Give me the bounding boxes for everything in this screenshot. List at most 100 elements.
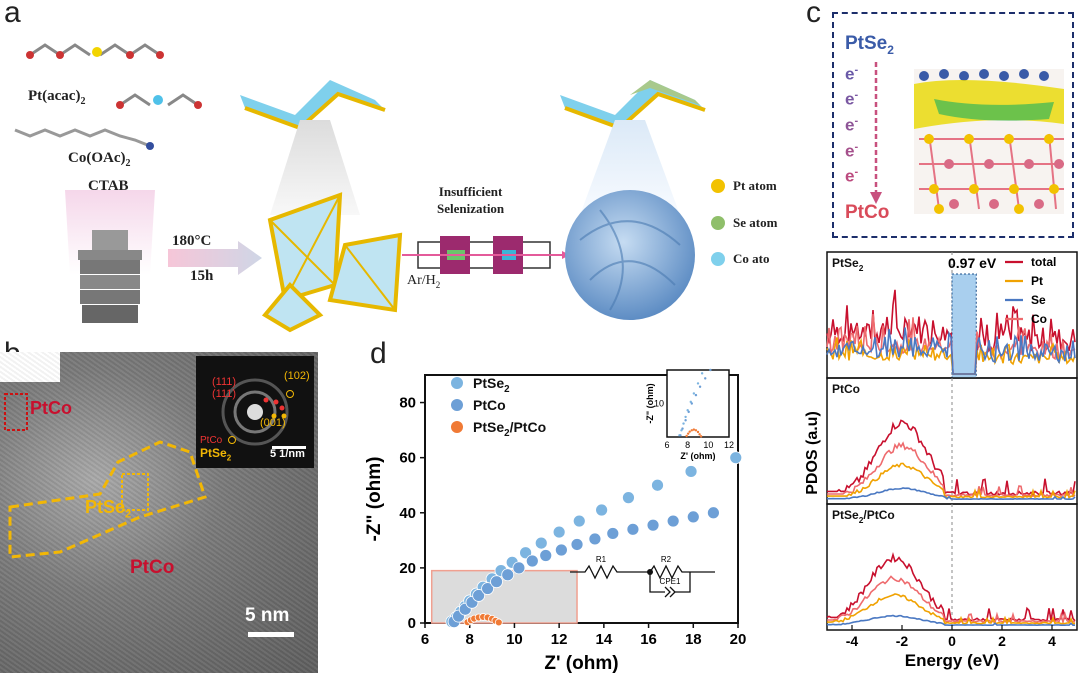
pdos-curve	[826, 327, 1076, 375]
pdos-curve	[826, 614, 1075, 627]
ptco-charge-label: PtCo	[845, 202, 890, 223]
pt-acac-label: Pt(acac)2	[28, 88, 86, 107]
x-axis-label: Z' (ohm)	[544, 653, 618, 674]
inset-data-point	[690, 402, 693, 405]
inset-y-label: -Z" (ohm)	[645, 383, 655, 423]
data-point	[684, 465, 698, 478]
x-tick-label: 4	[1048, 633, 1056, 649]
data-point	[494, 618, 503, 627]
inset-x-tick-label: 10	[703, 440, 713, 450]
inset-data-point	[681, 427, 684, 430]
inset-plane-102: (102)	[284, 370, 310, 382]
pdos-chart: 0.97 eV PtSe2 PtCo PtSe2/PtCo total Pt Se Co -4 -…	[804, 251, 1078, 670]
inset-data-point	[699, 435, 703, 438]
x-tick-label: 12	[551, 631, 568, 648]
ctab-molecule-icon	[14, 128, 154, 150]
legend-se-atom: Se atom	[733, 215, 778, 230]
data-point	[626, 522, 640, 536]
pdos-curve	[827, 487, 1076, 501]
pdos-curve	[827, 419, 1076, 497]
charge-transfer-box	[832, 12, 1074, 238]
inset-data-point	[684, 419, 687, 422]
inset-data-point	[682, 422, 685, 425]
data-point	[512, 561, 526, 575]
ctab-label: CTAB	[88, 178, 129, 194]
x-tick-label: -4	[846, 633, 859, 649]
ptse2-label: PtSe2	[85, 497, 132, 521]
inset-data-point	[692, 392, 696, 395]
legend-pt-atom: Pt atom	[733, 178, 777, 193]
se-atom-icon	[711, 216, 725, 230]
band-gap-label: 0.97 eV	[948, 255, 997, 271]
inset-data-point	[696, 382, 700, 385]
temperature-label: 180°C	[172, 233, 212, 249]
inset-data-point	[685, 434, 688, 438]
data-point	[472, 589, 486, 602]
inset-data-point	[688, 430, 691, 433]
inset-data-point	[684, 415, 687, 419]
inset-plane-001: (001)	[260, 417, 286, 429]
selenized-nanosheet-icon	[560, 80, 706, 131]
pdos-curve	[827, 462, 1076, 500]
electron-label: e-	[845, 141, 859, 161]
inset-data-point	[687, 410, 690, 414]
x-tick-label: 6	[421, 631, 429, 648]
legend-label: Pt	[1031, 274, 1043, 288]
y-tick-label: 0	[408, 615, 416, 632]
legend-label: Co	[1031, 312, 1047, 326]
pdos-curve	[826, 552, 1076, 622]
x-tick-label: 16	[640, 631, 657, 648]
y-tick-label: 80	[399, 395, 416, 412]
legend-label: PtSe2	[473, 375, 510, 395]
panel-a-schematic	[14, 43, 725, 333]
inset-scale-label: 5 1/nm	[270, 448, 305, 460]
pt-acac-molecule-icon	[26, 43, 164, 59]
pdos-curve	[827, 575, 1076, 626]
data-point	[570, 538, 584, 551]
ptse2-region-outline	[8, 440, 207, 559]
legend-marker	[451, 399, 463, 411]
data-point	[729, 451, 743, 465]
reaction-arrow-icon	[168, 241, 262, 275]
octahedron-icon	[261, 282, 324, 333]
inset-data-point	[694, 429, 698, 432]
inset-data-point	[698, 385, 702, 388]
x-tick-label: -2	[896, 633, 909, 649]
pdos-curve	[826, 289, 1076, 375]
data-point	[666, 514, 680, 528]
electron-label: e-	[845, 89, 859, 109]
data-point	[686, 510, 700, 524]
nyquist-chart: 6 8 10 12 14 16 18 20 0 20 40 60 80 Z' (ohm) -Z" (ohm)…	[364, 368, 746, 674]
ptse2-region-box	[121, 473, 149, 511]
inset-x-tick-label: 8	[685, 440, 690, 450]
y-tick-label: 20	[399, 560, 416, 577]
y-axis-label: -Z" (ohm)	[364, 457, 385, 542]
data-point	[501, 568, 515, 582]
data-point	[539, 549, 553, 562]
data-point	[525, 554, 539, 568]
data-point	[651, 478, 664, 492]
x-tick-label: 14	[596, 631, 613, 648]
ptco-region-box	[4, 393, 28, 431]
data-point	[552, 525, 566, 539]
legend-co-atom: Co ato	[733, 251, 770, 266]
circuit-cpe-label: CPE1	[660, 577, 681, 586]
inset-data-point	[686, 432, 690, 435]
gas-label: Ar/H2	[407, 273, 441, 290]
inset-legend-ptco: PtCo	[200, 435, 223, 446]
data-point	[622, 491, 635, 505]
electron-label: e-	[845, 115, 859, 135]
autoclave-icon	[78, 230, 142, 323]
x-tick-label: 0	[948, 633, 956, 649]
nanosheet-icon	[240, 80, 386, 131]
inset-data-point	[700, 372, 704, 375]
circuit-r1-label: R1	[596, 555, 607, 564]
inset-data-point	[690, 429, 693, 432]
panel-d-letter: d	[370, 337, 387, 370]
pdos-curve	[827, 593, 1076, 626]
data-point	[554, 543, 568, 557]
data-point	[481, 582, 495, 595]
data-point	[707, 506, 720, 520]
panel-a-letter: a	[4, 0, 21, 29]
ptse2-spot-marker	[286, 390, 294, 398]
